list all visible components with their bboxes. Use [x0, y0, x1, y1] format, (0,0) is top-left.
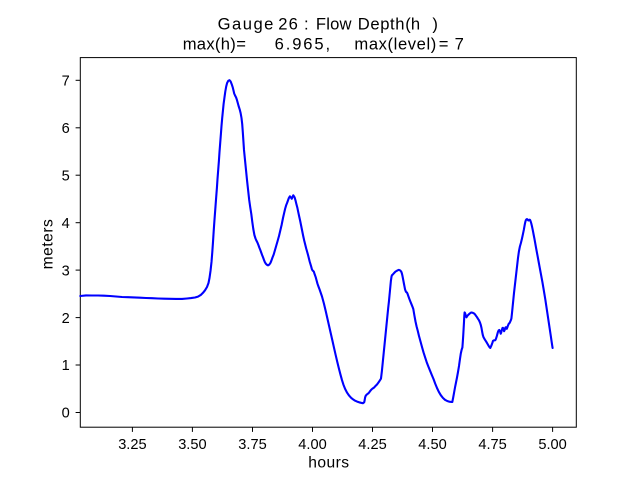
svg-text:): ): [432, 15, 438, 34]
svg-text:7: 7: [62, 74, 70, 90]
svg-text:3.50: 3.50: [178, 437, 206, 453]
svg-text:4.25: 4.25: [358, 437, 386, 453]
svg-text:2: 2: [62, 311, 70, 327]
svg-text:4.50: 4.50: [418, 437, 446, 453]
svg-text:max(level): max(level): [354, 34, 437, 53]
svg-text:(h: (h: [405, 15, 420, 34]
svg-text:4.00: 4.00: [298, 437, 326, 453]
svg-text:0: 0: [62, 406, 70, 422]
svg-text::: :: [304, 15, 309, 34]
svg-text:3.75: 3.75: [238, 437, 266, 453]
svg-text:7: 7: [455, 34, 464, 53]
svg-text:4.75: 4.75: [478, 437, 506, 453]
svg-text:Depth: Depth: [358, 15, 405, 34]
svg-text:=: =: [236, 34, 246, 53]
svg-text:Gauge: Gauge: [218, 15, 275, 34]
svg-text:3: 3: [62, 263, 70, 279]
svg-text:=: =: [439, 34, 449, 53]
svg-text:5: 5: [62, 168, 70, 184]
svg-text:hours: hours: [308, 454, 349, 471]
svg-text:Flow: Flow: [316, 15, 353, 34]
svg-text:1: 1: [62, 358, 70, 374]
svg-text:6.965,: 6.965,: [275, 34, 332, 53]
svg-text:max(h): max(h): [183, 34, 236, 53]
svg-text:26: 26: [278, 15, 299, 34]
svg-text:3.25: 3.25: [118, 437, 146, 453]
svg-text:4: 4: [62, 216, 70, 232]
svg-text:6: 6: [62, 121, 70, 137]
svg-text:meters: meters: [40, 219, 57, 270]
svg-text:5.00: 5.00: [538, 437, 566, 453]
